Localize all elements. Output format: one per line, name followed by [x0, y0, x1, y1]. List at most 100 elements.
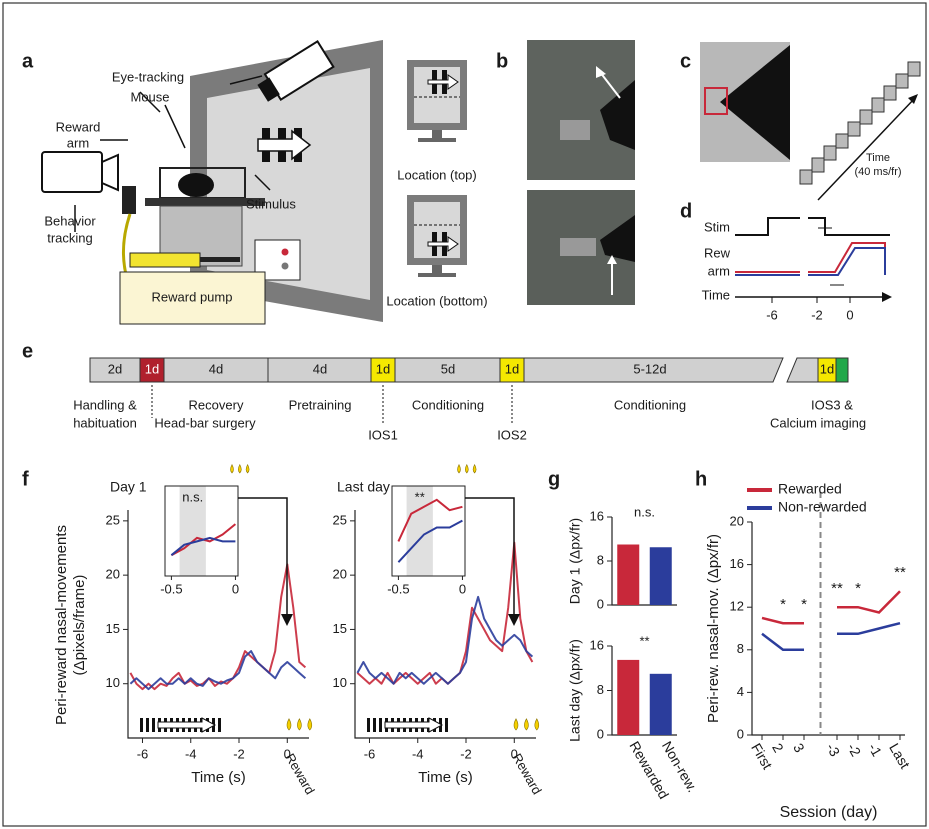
- setup-schematic-part: [254, 239, 301, 281]
- setup-schematic-part: [418, 273, 456, 277]
- reward-drop-icon: [513, 718, 519, 731]
- reward-drop-icon: [457, 463, 461, 474]
- stimulus-icon: [157, 717, 217, 733]
- y-axis-label: Day 1 (Δpx/fr): [567, 518, 583, 604]
- photo: [527, 40, 635, 305]
- significance: *: [801, 596, 807, 613]
- inset-arrow: [238, 497, 288, 620]
- photo-part: [607, 255, 617, 264]
- timing-diagram-part: [735, 247, 886, 276]
- setup-schematic-part: [41, 151, 103, 193]
- segment-label: 5-12d: [633, 361, 666, 376]
- setup-schematic-part: [145, 198, 265, 206]
- reward-drop-icon: [534, 718, 540, 731]
- panel-label: d: [680, 200, 692, 222]
- photo-part: [847, 121, 861, 137]
- bar: [649, 673, 672, 735]
- session-line: [837, 590, 901, 614]
- segment-label: 5d: [441, 361, 455, 376]
- segment-label: 4d: [209, 361, 223, 376]
- photo: [700, 42, 921, 201]
- stimulus-icon: [367, 718, 370, 732]
- session-line: [761, 632, 804, 652]
- stimulus-icon: [373, 718, 376, 732]
- trace-line: [129, 650, 307, 691]
- x-axis-label: Time (s): [191, 769, 245, 786]
- timeline-part: [139, 357, 165, 383]
- label: arm: [708, 263, 730, 278]
- annotation: n.s.: [182, 489, 203, 504]
- panel-label: b: [496, 50, 508, 72]
- x-axis-label: Time (s): [418, 769, 472, 786]
- label: arm: [67, 135, 89, 150]
- reward-drop-icon: [245, 463, 250, 474]
- photo-part: [895, 73, 909, 89]
- y-tick-label: 8: [597, 552, 604, 567]
- x-tick-label: 0: [232, 581, 239, 596]
- trace-line: [129, 563, 307, 691]
- panel-label: f: [22, 468, 29, 490]
- segment-label: 1d: [376, 361, 390, 376]
- legend-label: Rewarded: [778, 481, 842, 497]
- panel-label: a: [22, 50, 34, 72]
- inset-trace: [170, 536, 236, 556]
- photo-part: [596, 66, 606, 78]
- setup-schematic: [41, 40, 467, 325]
- stage-label: IOS3 &: [811, 397, 853, 412]
- setup-schematic-part: [281, 262, 289, 270]
- stimulus-icon: [379, 718, 382, 732]
- x-tick-label: -0.5: [387, 581, 409, 596]
- setup-schematic-part: [119, 271, 266, 325]
- reward-drop-icon: [465, 463, 469, 474]
- stimulus-icon: [445, 718, 448, 732]
- photo-part: [799, 169, 813, 185]
- y-tick-label: 20: [333, 567, 347, 582]
- trace-line: [356, 595, 534, 685]
- reward-drop-icon: [286, 718, 292, 731]
- photo-part: [560, 238, 596, 256]
- annotation: n.s.: [634, 504, 655, 519]
- photo-part: [560, 120, 590, 140]
- photo-part: [883, 85, 897, 101]
- axis: [354, 510, 536, 739]
- stimulus-icon: [140, 718, 143, 732]
- x-tick-label: -2: [460, 746, 472, 761]
- label: Time: [866, 152, 890, 164]
- photo-part: [600, 215, 635, 262]
- label: Stimulus: [246, 196, 296, 211]
- setup-schematic-part: [101, 153, 119, 192]
- panel-label: h: [695, 468, 707, 490]
- setup-schematic-part: [418, 138, 456, 142]
- timeline-part: [267, 357, 372, 383]
- timeline-part: [394, 357, 501, 383]
- photo-part: [908, 94, 918, 104]
- inset-shade: [179, 486, 206, 576]
- y-tick-label: 0: [597, 596, 604, 611]
- segment-label: 2d: [108, 361, 122, 376]
- reward-drop-icon: [230, 463, 234, 474]
- setup-schematic-part: [432, 265, 442, 273]
- label: tracking: [47, 230, 93, 245]
- label: Mouse: [130, 89, 169, 104]
- timeline: [89, 357, 849, 425]
- photo-part: [907, 61, 921, 77]
- panel-label: c: [680, 50, 691, 72]
- y-axis-label: Last day (Δpx/fr): [567, 639, 583, 742]
- label: Location (bottom): [386, 293, 487, 308]
- setup-schematic-part: [427, 74, 459, 90]
- y-tick-label: 4: [737, 684, 744, 699]
- timing-diagram-part: [735, 217, 890, 236]
- stimulus-icon: [384, 717, 444, 733]
- y-tick-label: 16: [590, 508, 604, 523]
- inset-trace: [397, 519, 463, 563]
- tick-label: 0: [846, 307, 853, 322]
- photo-part: [600, 80, 635, 150]
- x-tick-label: -0.5: [160, 581, 182, 596]
- reward-drop-icon: [307, 718, 313, 731]
- y-axis-label: Peri-reward nasal-movements: [53, 525, 70, 725]
- y-tick-label: 12: [730, 599, 744, 614]
- axis: [127, 510, 309, 739]
- setup-schematic-part: [122, 186, 136, 214]
